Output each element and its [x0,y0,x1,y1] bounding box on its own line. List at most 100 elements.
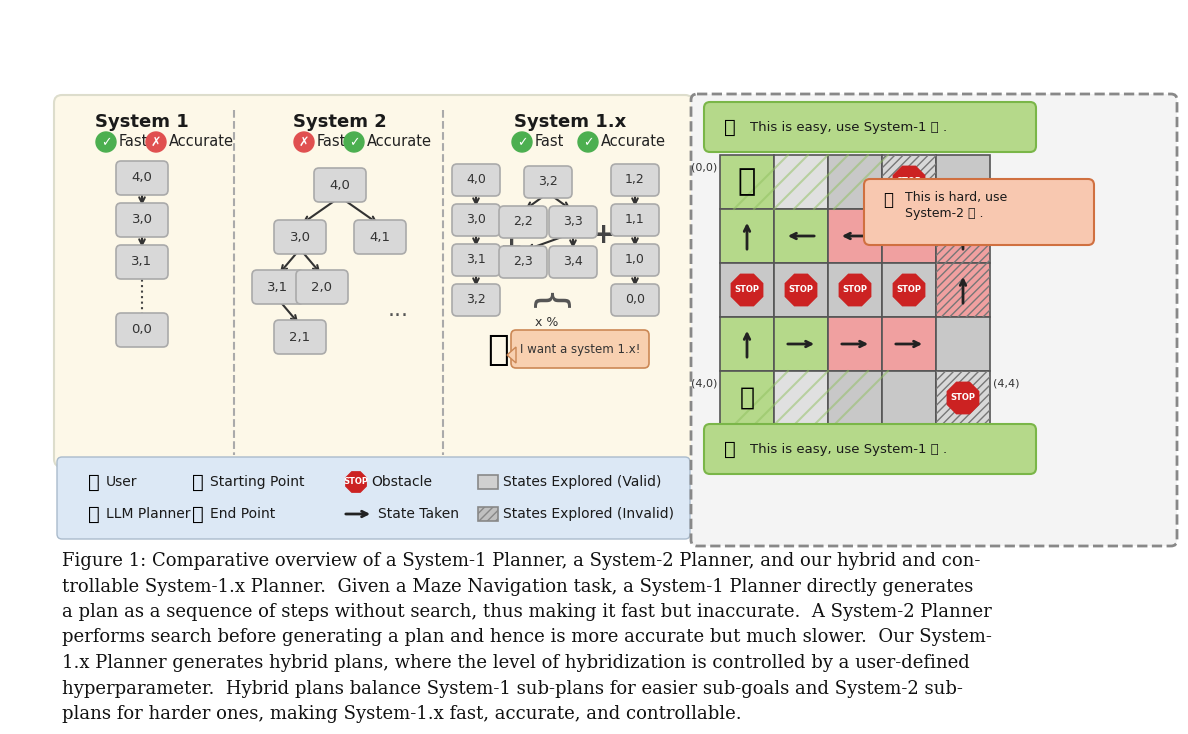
Text: ...: ... [387,300,409,320]
Text: LLM Planner: LLM Planner [106,507,190,521]
Text: 0,0: 0,0 [625,294,645,307]
Text: 4,0: 4,0 [132,172,152,184]
Text: Fast: Fast [535,134,564,150]
Text: hyperparameter.  Hybrid plans balance System-1 sub-plans for easier sub-goals an: hyperparameter. Hybrid plans balance Sys… [62,680,963,697]
Text: 🎯: 🎯 [192,504,204,523]
Text: 3,1: 3,1 [267,280,289,294]
Bar [828,263,881,317]
FancyBboxPatch shape [524,166,571,198]
Text: 3,1: 3,1 [466,253,486,266]
FancyBboxPatch shape [704,102,1036,152]
Text: (0,0): (0,0) [690,162,718,172]
Text: 🏅: 🏅 [192,473,204,492]
FancyBboxPatch shape [274,320,326,354]
Text: 3,4: 3,4 [563,255,583,269]
Bar [936,317,990,371]
FancyBboxPatch shape [611,164,659,196]
Circle shape [579,132,598,152]
Text: 2,3: 2,3 [513,255,533,269]
Text: Fast: Fast [119,134,148,150]
FancyBboxPatch shape [314,168,366,202]
Bar [720,209,775,263]
Text: System 1.x: System 1.x [514,113,626,131]
FancyBboxPatch shape [549,206,598,238]
FancyBboxPatch shape [116,313,168,347]
Circle shape [96,132,116,152]
Bar [936,209,990,263]
Text: 1.x Planner generates hybrid plans, where the level of hybridization is controll: 1.x Planner generates hybrid plans, wher… [62,654,969,672]
Bar [775,209,828,263]
Text: 3,3: 3,3 [563,216,583,228]
Text: Accurate: Accurate [367,134,432,150]
Text: 1,2: 1,2 [625,173,645,186]
Text: 🎯: 🎯 [738,167,756,197]
Text: 🧑: 🧑 [88,473,100,492]
Text: ✗: ✗ [151,136,162,149]
Text: Starting Point: Starting Point [210,475,304,489]
FancyBboxPatch shape [116,245,168,279]
Bar [828,155,881,209]
Text: Accurate: Accurate [601,134,666,150]
FancyBboxPatch shape [864,179,1094,245]
Text: 2,1: 2,1 [290,330,310,344]
Text: performs search before generating a plan and hence is more accurate but much slo: performs search before generating a plan… [62,628,992,647]
Bar [828,209,881,263]
Bar [881,317,936,371]
Text: Obstacle: Obstacle [371,475,432,489]
Text: STOP: STOP [789,286,814,294]
Text: STOP: STOP [343,478,368,487]
FancyBboxPatch shape [274,220,326,254]
FancyBboxPatch shape [499,206,546,238]
Text: I want a system 1.x!: I want a system 1.x! [520,343,640,355]
FancyBboxPatch shape [549,246,598,278]
Text: ✓: ✓ [583,136,593,149]
Text: ✓: ✓ [101,136,112,149]
Text: 2,2: 2,2 [513,216,533,228]
FancyBboxPatch shape [499,246,546,278]
FancyBboxPatch shape [451,284,500,316]
Text: a plan as a sequence of steps without search, thus making it fast but inaccurate: a plan as a sequence of steps without se… [62,603,992,621]
FancyBboxPatch shape [354,220,406,254]
Bar [775,317,828,371]
Bar [720,155,775,209]
FancyBboxPatch shape [116,203,168,237]
Text: 4,0: 4,0 [466,173,486,186]
Polygon shape [508,348,516,362]
Bar [881,155,936,209]
Text: 4,0: 4,0 [329,178,350,192]
Circle shape [293,132,314,152]
Text: 0,0: 0,0 [132,324,152,336]
Text: System 1: System 1 [95,113,189,131]
Text: 1,1: 1,1 [625,214,645,227]
Bar [775,155,828,209]
Text: This is easy, use System-1 🐰 .: This is easy, use System-1 🐰 . [750,443,947,456]
Text: (4,0): (4,0) [690,378,718,388]
Text: End Point: End Point [210,507,276,521]
Text: 3,2: 3,2 [466,294,486,307]
Bar [881,263,936,317]
Text: Figure 1: Comparative overview of a System-1 Planner, a System-2 Planner, and ou: Figure 1: Comparative overview of a Syst… [62,552,980,570]
FancyBboxPatch shape [611,244,659,276]
Text: 3,2: 3,2 [538,175,558,189]
FancyBboxPatch shape [691,94,1177,546]
Bar [478,475,498,489]
Bar [881,371,936,425]
Text: 🤖: 🤖 [725,117,735,137]
Bar [936,263,990,317]
Text: STOP: STOP [897,178,922,186]
Text: 3,0: 3,0 [132,214,152,227]
Text: 1,0: 1,0 [625,253,645,266]
Text: x %: x % [536,316,558,330]
Bar [936,371,990,425]
Text: +: + [500,234,524,262]
FancyBboxPatch shape [296,270,348,304]
Text: States Explored (Valid): States Explored (Valid) [503,475,662,489]
FancyBboxPatch shape [451,164,500,196]
Text: STOP: STOP [950,393,975,402]
FancyBboxPatch shape [451,204,500,236]
Bar [828,317,881,371]
Text: 🤖: 🤖 [883,191,893,209]
Text: 4,1: 4,1 [369,230,391,244]
FancyBboxPatch shape [451,244,500,276]
FancyBboxPatch shape [252,270,304,304]
